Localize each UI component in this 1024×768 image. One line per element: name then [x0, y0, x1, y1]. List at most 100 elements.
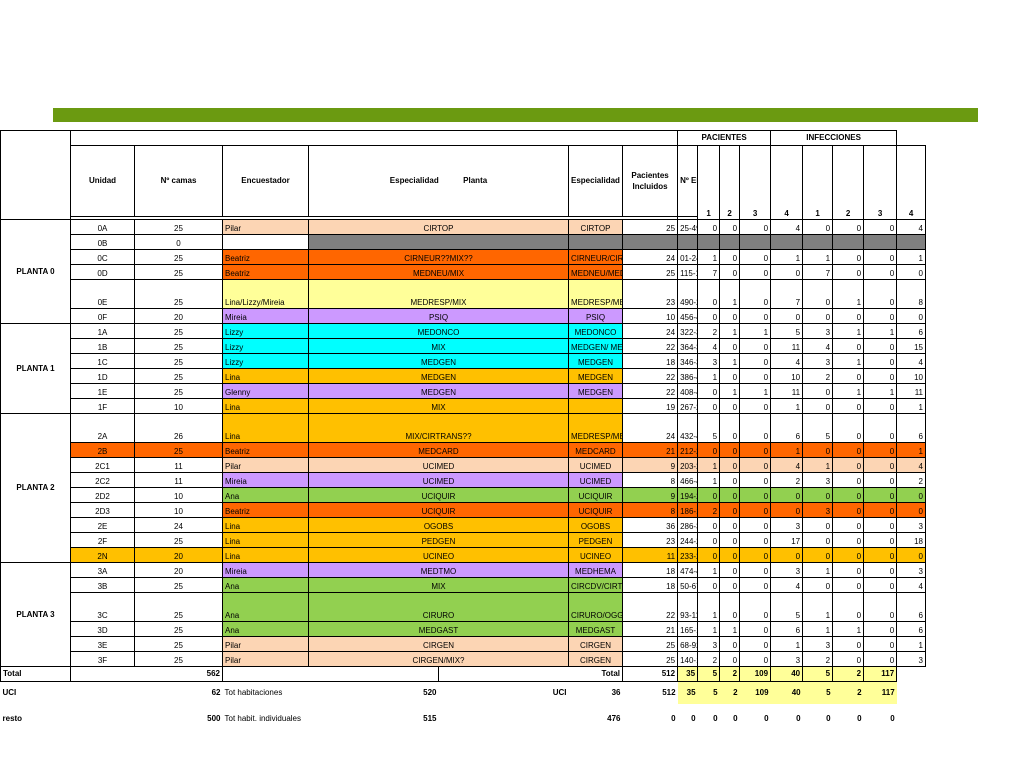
cell-pacientes-4: 10 [770, 368, 804, 384]
cell-camas: 25 [134, 636, 223, 652]
cell-especialidad-medico: UCIQUIR [568, 502, 623, 518]
cell-encuestador: Mireia [222, 472, 309, 488]
cell-infecciones-3: 0 [863, 442, 898, 458]
cell-incluidos: 25 [621, 636, 679, 652]
cell-especialidad: MEDONCO [308, 323, 569, 339]
cell-unidad: 3C [70, 592, 135, 622]
cell-epine: 50-67 [677, 577, 699, 593]
uci-incluidos: 36 [611, 688, 621, 697]
cell-especialidad-medico: UCIMED [568, 472, 623, 488]
cell-infecciones-3: 0 [863, 651, 898, 667]
table-row: 0E 25 Lina/Lizzy/Mireia MEDRESP/MIX MEDRESP/… [1, 279, 926, 309]
cell-camas: 25 [134, 338, 223, 354]
cell-unidad: 2N [70, 547, 135, 563]
cell-infecciones-3: 0 [863, 636, 898, 652]
cell-infecciones-4: 0 [896, 264, 926, 280]
cell-encuestador: Ana [222, 487, 309, 503]
cell-pacientes-2: 0 [719, 532, 741, 548]
cell-infecciones-1: 2 [802, 368, 834, 384]
uci-infecciones-4: 117 [863, 681, 897, 704]
cell-especialidad: PSIQ [308, 308, 569, 324]
cell-especialidad: MIX [308, 577, 569, 593]
cell-incluidos: 18 [621, 562, 679, 578]
cell-pacientes-1: 0 [697, 279, 721, 309]
cell-unidad: 0B [70, 234, 135, 250]
cell-infecciones-2: 0 [832, 502, 865, 518]
cell-infecciones-2: 0 [832, 562, 865, 578]
cell-especialidad: MIX [308, 338, 569, 354]
cell-unidad: 2F [70, 532, 135, 548]
resto-label: resto [2, 714, 23, 723]
cell-pacientes-3: 0 [739, 338, 772, 354]
cell-pacientes-2: 1 [719, 323, 741, 339]
cell-especialidad: UCIQUIR [308, 487, 569, 503]
cell-encuestador: Pilar [222, 636, 309, 652]
cell-camas: 25 [134, 264, 223, 280]
cell-especialidad: MEDRESP/MIX [308, 279, 569, 309]
cell-epine: 267-285 [677, 398, 699, 414]
green-header-bar [53, 108, 978, 122]
cell-especialidad-medico: CIRGEN [568, 636, 623, 652]
cell-infecciones-3: 0 [863, 532, 898, 548]
cell-infecciones-3: 0 [863, 279, 898, 309]
cell-pacientes-3: 0 [739, 517, 772, 533]
header-encuestador: Encuestador [222, 145, 309, 217]
uci-infecciones-1: 40 [770, 681, 803, 704]
cell-infecciones-3: 0 [863, 353, 898, 369]
cell-encuestador: Beatriz [222, 442, 309, 458]
cell-infecciones-4: 1 [896, 636, 926, 652]
cell-pacientes-1: 1 [697, 621, 721, 637]
cell-pacientes-1: 0 [697, 487, 721, 503]
resto-incluidos: 476 [607, 714, 621, 723]
cell-infecciones-2 [832, 234, 865, 250]
table-body: PACIENTES INFECCIONES Unidad Nº camas En… [0, 130, 926, 727]
cell-unidad: 3A [70, 562, 135, 578]
cell-pacientes-4: 1 [770, 249, 804, 265]
cell-infecciones-2: 0 [832, 577, 865, 593]
cell-infecciones-2: 0 [832, 487, 865, 503]
cell-pacientes-2: 0 [719, 651, 741, 667]
resto-infecciones-1: 0 [796, 714, 801, 723]
cell-infecciones-4: 3 [896, 562, 926, 578]
cell-infecciones-1: 5 [802, 413, 834, 443]
cell-infecciones-1: 1 [802, 249, 834, 265]
cell-especialidad: MEDGEN [308, 353, 569, 369]
cell-infecciones-3: 0 [863, 487, 898, 503]
cell-pacientes-1: 1 [697, 368, 721, 384]
cell-incluidos: 9 [621, 487, 679, 503]
cell-especialidad: MEDTMO [308, 562, 569, 578]
cell-especialidad-medico: PEDGEN [568, 532, 623, 548]
cell-camas: 26 [134, 413, 223, 443]
cell-pacientes-2: 0 [719, 249, 741, 265]
cell-infecciones-4: 1 [896, 442, 926, 458]
cell-pacientes-4 [770, 234, 804, 250]
cell-pacientes-1: 2 [697, 502, 721, 518]
cell-infecciones-1: 0 [802, 487, 834, 503]
header-i2: 2 [832, 145, 865, 220]
header-unidad: Unidad [70, 145, 135, 217]
cell-infecciones-4: 18 [896, 532, 926, 548]
cell-unidad: 2D2 [70, 487, 135, 503]
cell-pacientes-4: 4 [770, 353, 804, 369]
cell-especialidad-medico: MEDGAST [568, 621, 623, 637]
cell-pacientes-3 [739, 234, 772, 250]
spacer-row [1, 704, 926, 712]
cell-infecciones-1: 3 [802, 323, 834, 339]
cell-unidad: 3F [70, 651, 135, 667]
cell-pacientes-1: 1 [697, 249, 721, 265]
cell-infecciones-2: 0 [832, 338, 865, 354]
cell-epine: 212-232 [677, 442, 699, 458]
cell-pacientes-1: 0 [697, 532, 721, 548]
cell-infecciones-2: 0 [832, 472, 865, 488]
cell-especialidad-medico: MEDRESP/MEDNEF/MEDGEN [568, 413, 623, 443]
cell-infecciones-3 [863, 234, 898, 250]
cell-unidad: 1A [70, 323, 135, 339]
cell-epine: 140-164 [677, 651, 699, 667]
cell-especialidad: CIRGEN [308, 636, 569, 652]
cell-infecciones-2: 0 [832, 442, 865, 458]
